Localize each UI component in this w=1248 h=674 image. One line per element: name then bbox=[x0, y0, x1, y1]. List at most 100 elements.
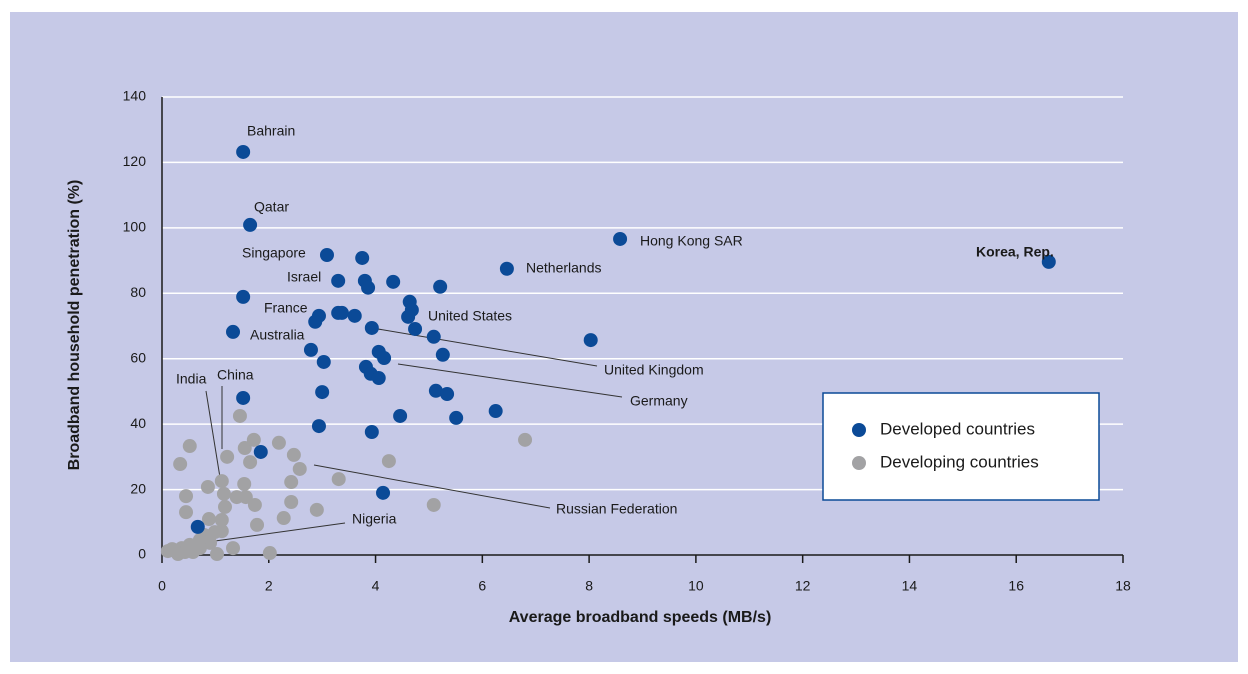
point bbox=[292, 461, 307, 476]
annotations: Bahrain Qatar Singapore Israel France Austral… bbox=[176, 123, 1054, 527]
point bbox=[214, 512, 229, 527]
point bbox=[355, 250, 370, 265]
x-tick-label: 14 bbox=[902, 578, 918, 594]
annotation: Russian Federation bbox=[556, 501, 677, 517]
point bbox=[238, 490, 253, 505]
x-tick-label: 18 bbox=[1115, 578, 1131, 594]
point bbox=[286, 447, 301, 462]
y-tick-label: 100 bbox=[123, 219, 147, 235]
legend-marker bbox=[852, 423, 866, 437]
y-tick-label: 40 bbox=[130, 415, 146, 431]
point bbox=[220, 449, 235, 464]
point bbox=[316, 354, 331, 369]
annotation: Hong Kong SAR bbox=[640, 233, 743, 249]
marks bbox=[160, 144, 1056, 562]
point bbox=[376, 485, 391, 500]
point bbox=[237, 441, 252, 456]
point bbox=[426, 329, 441, 344]
point bbox=[236, 289, 251, 304]
point bbox=[364, 320, 379, 335]
x-tick-label: 8 bbox=[585, 578, 593, 594]
x-tick-label: 10 bbox=[688, 578, 704, 594]
point bbox=[236, 390, 251, 405]
point bbox=[247, 497, 262, 512]
annotation: France bbox=[264, 300, 308, 316]
point bbox=[276, 511, 291, 526]
point bbox=[315, 385, 330, 400]
point bbox=[201, 512, 216, 527]
point bbox=[311, 419, 326, 434]
point bbox=[214, 524, 229, 539]
point bbox=[236, 144, 251, 159]
annotation: China bbox=[217, 367, 254, 383]
point bbox=[613, 231, 628, 246]
x-tick-label: 6 bbox=[478, 578, 486, 594]
point bbox=[171, 547, 186, 562]
annotation: Netherlands bbox=[526, 260, 602, 276]
point bbox=[262, 546, 277, 561]
point bbox=[237, 477, 252, 492]
x-tick-label: 12 bbox=[795, 578, 811, 594]
leader-line bbox=[397, 363, 623, 398]
point bbox=[381, 454, 396, 469]
point bbox=[386, 274, 401, 289]
annotation: Korea, Rep. bbox=[976, 244, 1054, 260]
point bbox=[331, 273, 346, 288]
annotation: Singapore bbox=[242, 245, 306, 261]
point bbox=[361, 280, 376, 295]
point bbox=[250, 517, 265, 532]
panel bbox=[10, 12, 1238, 662]
point bbox=[334, 305, 349, 320]
point bbox=[243, 455, 258, 470]
x-tick-label: 16 bbox=[1008, 578, 1024, 594]
legend-label: Developing countries bbox=[880, 452, 1039, 471]
point bbox=[347, 308, 362, 323]
point bbox=[226, 324, 241, 339]
point bbox=[393, 408, 408, 423]
point bbox=[371, 371, 386, 386]
point bbox=[243, 217, 258, 232]
point bbox=[488, 404, 503, 419]
y-tick-label: 0 bbox=[138, 546, 146, 562]
annotation: Bahrain bbox=[247, 123, 295, 139]
x-tick-label: 0 bbox=[158, 578, 166, 594]
y-axis-label: Broadband household penetration (%) bbox=[66, 180, 83, 471]
y-tick-label: 140 bbox=[123, 88, 147, 104]
leader-lines bbox=[205, 327, 623, 542]
point bbox=[179, 489, 194, 504]
point bbox=[401, 309, 416, 324]
point bbox=[499, 261, 514, 276]
legend-box bbox=[822, 392, 1100, 501]
point bbox=[192, 541, 207, 556]
point bbox=[408, 321, 423, 336]
annotation: United States bbox=[428, 308, 512, 324]
point bbox=[433, 279, 448, 294]
point bbox=[331, 472, 346, 487]
annotation: United Kingdom bbox=[604, 362, 704, 378]
point bbox=[226, 541, 241, 556]
legend-marker bbox=[852, 456, 866, 470]
point bbox=[309, 502, 324, 517]
point bbox=[518, 432, 533, 447]
point bbox=[173, 457, 188, 472]
point bbox=[303, 342, 318, 357]
annotation: Qatar bbox=[254, 199, 289, 215]
annotation: India bbox=[176, 371, 207, 387]
point bbox=[253, 444, 268, 459]
leader-line bbox=[313, 464, 551, 509]
annotation: Nigeria bbox=[352, 511, 397, 527]
point bbox=[364, 424, 379, 439]
point bbox=[308, 314, 323, 329]
point bbox=[428, 383, 443, 398]
annotation: Australia bbox=[250, 327, 305, 343]
y-tick-label: 80 bbox=[130, 284, 146, 300]
point bbox=[426, 497, 441, 512]
annotation: Israel bbox=[287, 269, 321, 285]
point bbox=[319, 248, 334, 263]
legend: Developed countries Developing countries bbox=[852, 419, 1039, 471]
point bbox=[190, 519, 205, 534]
x-axis-label: Average broadband speeds (MB/s) bbox=[509, 609, 772, 626]
leader-line bbox=[371, 327, 598, 367]
x-tick-label: 4 bbox=[372, 578, 380, 594]
